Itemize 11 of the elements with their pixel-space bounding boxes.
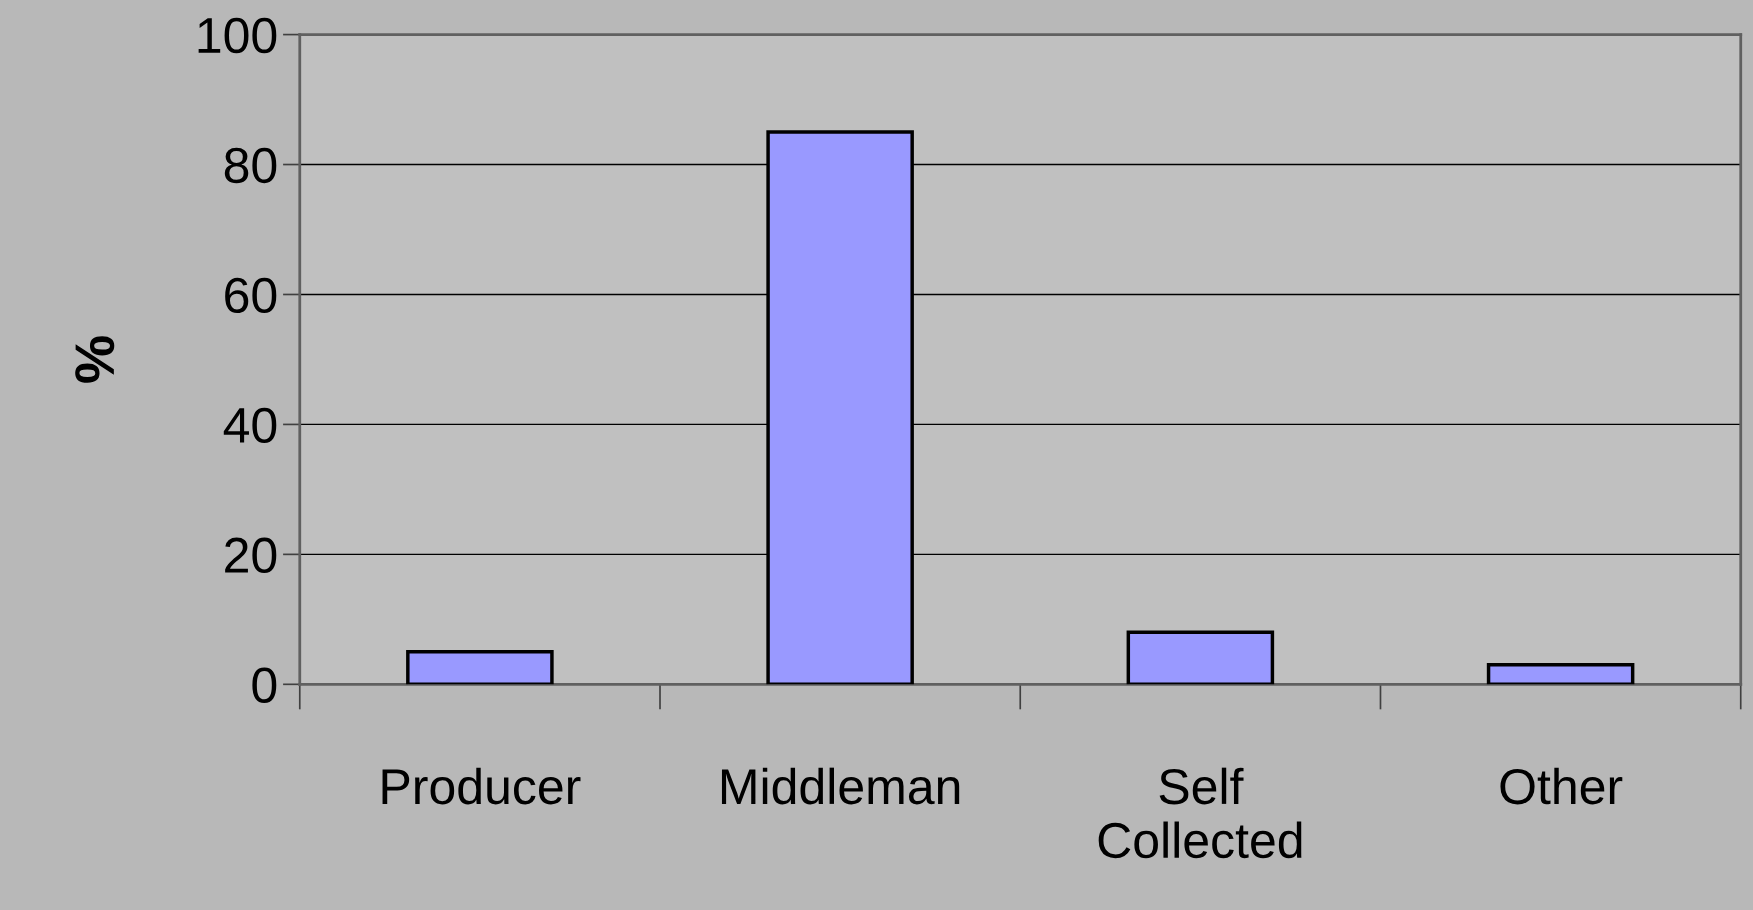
- y-tick-label: 20: [225, 537, 277, 573]
- x-tick-label: Producer: [382, 767, 581, 805]
- y-axis-title: %: [75, 336, 115, 383]
- y-tick-label: 40: [223, 407, 277, 444]
- x-tick-label: Middleman: [721, 767, 960, 805]
- y-tick-label: 60: [225, 277, 277, 314]
- x-tick-label: Other: [1500, 767, 1623, 805]
- y-tick-label: 100: [198, 17, 277, 54]
- y-tick-label: 80: [224, 147, 277, 184]
- y-tick-label: 0: [252, 667, 277, 703]
- x-tick-label: Self Collected: [1098, 767, 1302, 859]
